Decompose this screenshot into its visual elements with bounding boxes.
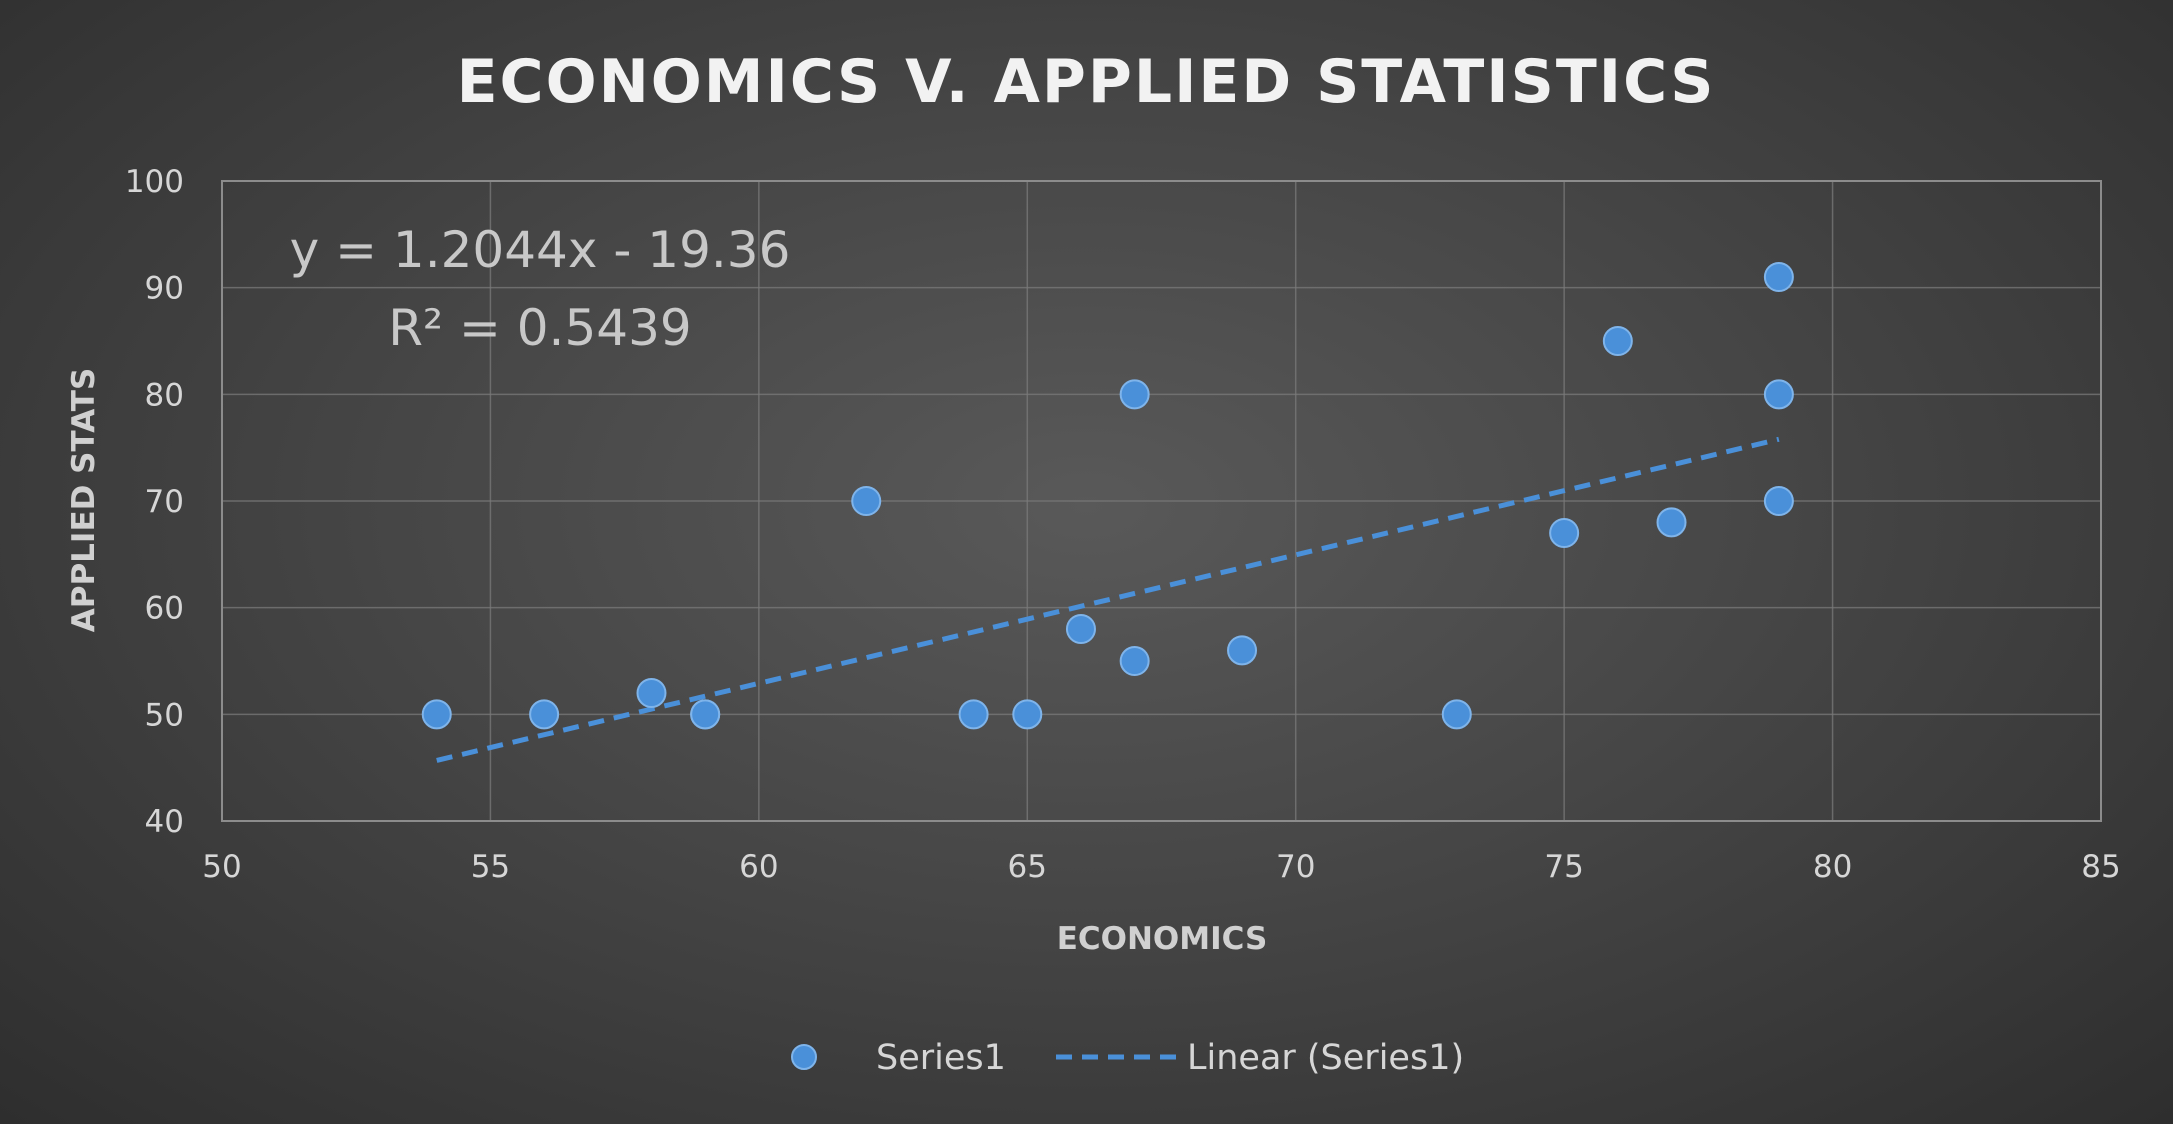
plot-area-border (221, 180, 2102, 822)
x-tick-label: 65 (1008, 849, 1047, 885)
y-tick-label: 100 (125, 164, 184, 200)
data-point (1012, 699, 1043, 730)
data-point (636, 678, 667, 708)
data-point (1119, 379, 1150, 410)
data-point (529, 699, 560, 730)
data-point (1441, 699, 1472, 730)
data-point (1763, 486, 1794, 516)
trendline-r-squared: R² = 0.5439 (388, 299, 691, 357)
trendline-equation: y = 1.2044x - 19.36 (290, 221, 791, 279)
y-tick-label: 40 (145, 804, 184, 840)
y-tick-label: 80 (145, 377, 184, 413)
data-point (1656, 507, 1687, 538)
legend-series1-label: Series1 (876, 1038, 1006, 1078)
y-tick-label: 90 (145, 271, 184, 307)
data-point (1602, 326, 1633, 356)
data-point (1065, 614, 1096, 644)
legend: Series1 Linear (Series1) (791, 1038, 1464, 1078)
x-tick-label: 80 (1813, 849, 1852, 885)
data-point (1763, 262, 1794, 292)
legend-trendline-label: Linear (Series1) (1187, 1038, 1464, 1078)
x-tick-label: 50 (202, 849, 241, 885)
x-tick-label: 60 (739, 849, 778, 885)
trendline-path (436, 436, 1780, 763)
x-axis-ticks: 50 55 60 65 70 75 80 85 (202, 849, 2120, 885)
y-axis-ticks: 40 50 60 70 80 90 100 (125, 164, 184, 840)
y-tick-label: 60 (145, 591, 184, 627)
data-point (690, 699, 721, 730)
data-point (1119, 646, 1150, 676)
legend-series1-marker (791, 1044, 817, 1070)
x-tick-label: 75 (1544, 849, 1583, 885)
x-axis-title: ECONOMICS (1057, 921, 1268, 957)
data-points (421, 262, 1794, 730)
y-tick-label: 70 (145, 484, 184, 520)
data-point (851, 486, 882, 516)
data-point (958, 699, 989, 730)
y-tick-label: 50 (145, 697, 184, 733)
chart-title: ECONOMICS V. APPLIED STATISTICS (457, 47, 1716, 117)
x-tick-label: 70 (1276, 849, 1315, 885)
trendline (436, 436, 1780, 763)
x-tick-label: 85 (2081, 849, 2120, 885)
data-point (421, 699, 452, 730)
data-point (1549, 518, 1580, 548)
x-tick-label: 55 (471, 849, 510, 885)
plot-area-frame (221, 180, 2102, 822)
data-point (1227, 635, 1258, 666)
data-point (1763, 379, 1794, 410)
y-axis-title: APPLIED STATS (66, 368, 102, 633)
